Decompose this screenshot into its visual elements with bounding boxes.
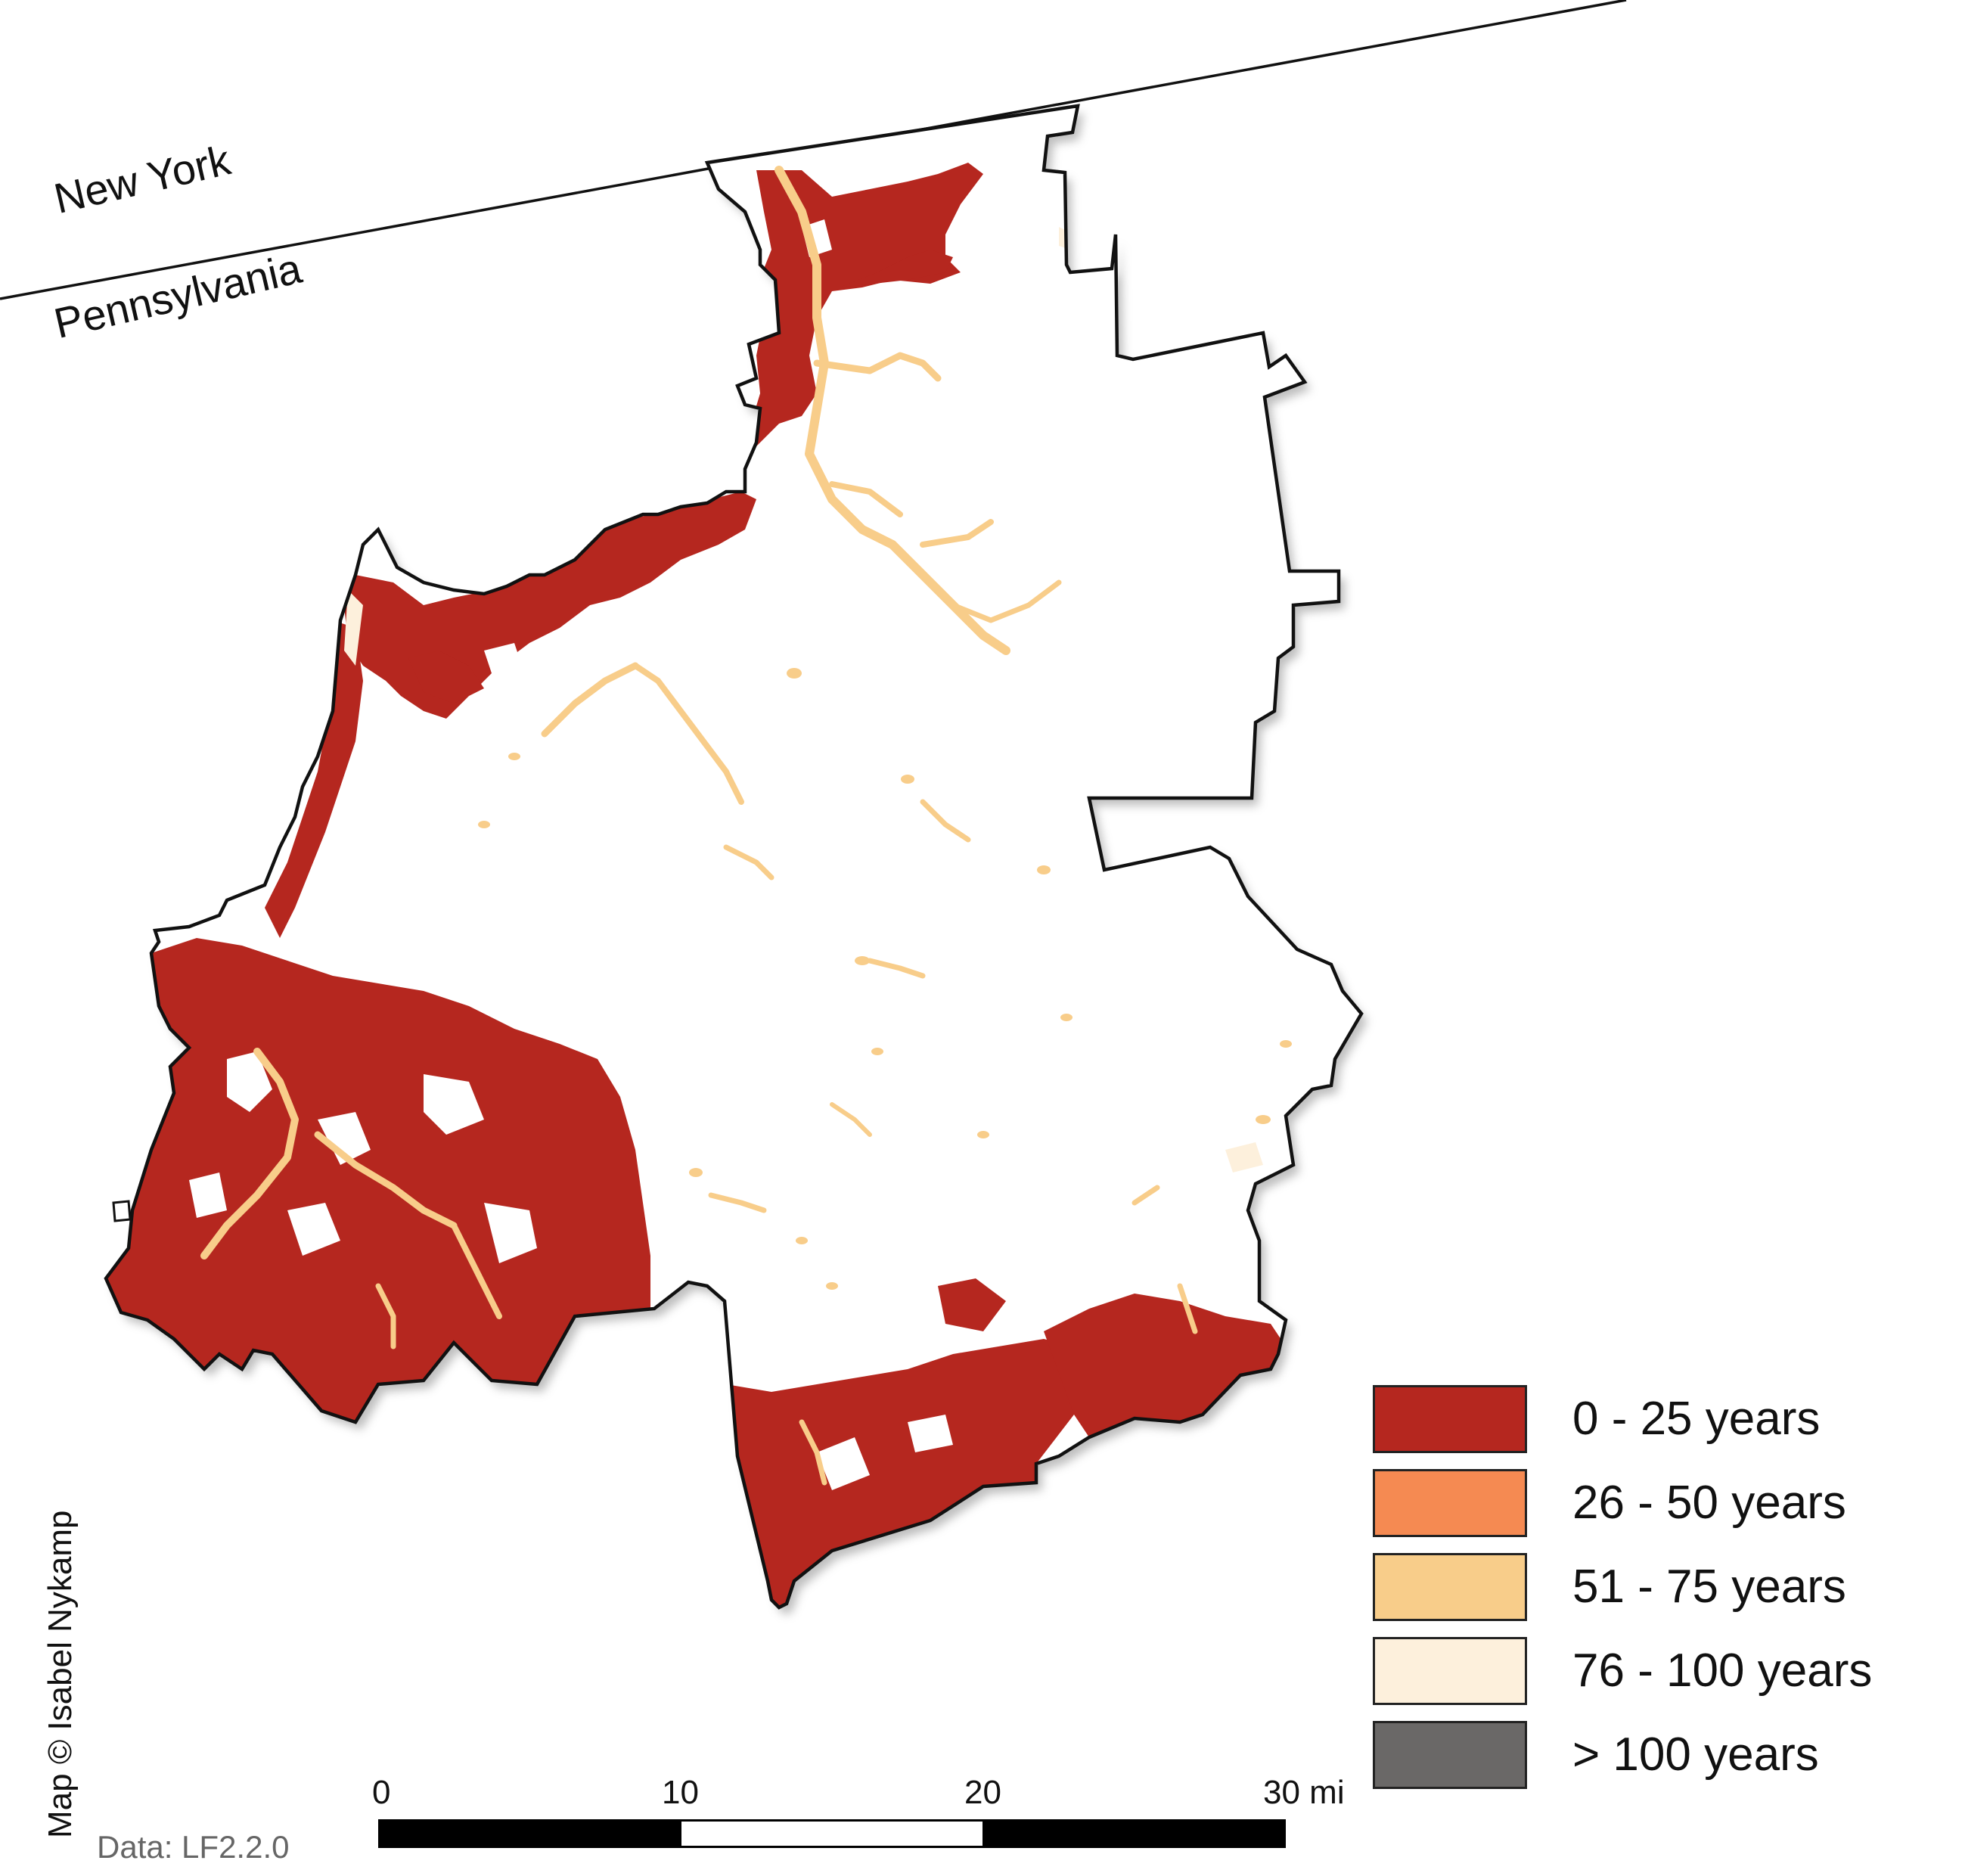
scale-tick-label: 10 — [662, 1774, 699, 1811]
legend-label: 76 - 100 years — [1572, 1645, 1873, 1697]
scale-segment — [380, 1822, 681, 1846]
legend-item: 26 - 50 years — [1373, 1461, 1872, 1545]
legend-item: 76 - 100 years — [1373, 1629, 1872, 1713]
legend-label: 51 - 75 years — [1572, 1561, 1846, 1613]
legend-item: 0 - 25 years — [1373, 1377, 1872, 1461]
scale-segment — [983, 1822, 1284, 1846]
forest-age-layer — [106, 163, 1292, 1607]
legend-label: > 100 years — [1572, 1728, 1819, 1781]
data-source: Data: LF2.2.0 — [97, 1829, 290, 1865]
map-credit: Map © Isabel Nykamp — [42, 1510, 79, 1838]
legend-label: 26 - 50 years — [1572, 1477, 1846, 1529]
legend-item: > 100 years — [1373, 1713, 1872, 1797]
legend-swatch — [1373, 1468, 1527, 1537]
legend-item: 51 - 75 years — [1373, 1545, 1872, 1629]
legend-swatch — [1373, 1636, 1527, 1705]
scale-tick-label: 20 — [964, 1774, 1001, 1811]
legend: 0 - 25 years 26 - 50 years 51 - 75 years… — [1373, 1377, 1872, 1797]
scale-tick-label: 30 mi — [1263, 1774, 1345, 1811]
legend-swatch — [1373, 1552, 1527, 1621]
legend-swatch — [1373, 1720, 1527, 1789]
scale-bar-strip — [378, 1819, 1286, 1848]
scale-bar: 0 10 20 30 mi — [372, 1774, 1345, 1850]
scale-segment — [681, 1822, 983, 1846]
legend-swatch — [1373, 1384, 1527, 1453]
scale-tick-label: 0 — [372, 1774, 391, 1811]
legend-label: 0 - 25 years — [1572, 1393, 1821, 1445]
